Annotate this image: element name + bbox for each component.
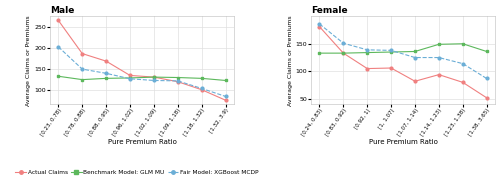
Text: Female: Female <box>311 6 348 15</box>
Legend: Actual Claims, Benchmark Model: GLM MU, Fair Model: XGBoost MCDP: Actual Claims, Benchmark Model: GLM MU, … <box>13 167 262 177</box>
X-axis label: Pure Premium Ratio: Pure Premium Ratio <box>108 139 176 145</box>
Y-axis label: Average Claims or Premiums: Average Claims or Premiums <box>26 15 32 106</box>
X-axis label: Pure Premium Ratio: Pure Premium Ratio <box>368 139 438 145</box>
Text: Male: Male <box>50 6 74 15</box>
Y-axis label: Average Claims or Premiums: Average Claims or Premiums <box>288 15 292 106</box>
